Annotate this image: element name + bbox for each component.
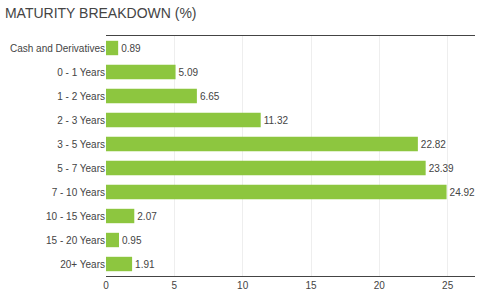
svg-text:0.95: 0.95 [122, 235, 142, 246]
svg-text:7 - 10 Years: 7 - 10 Years [52, 187, 105, 198]
svg-text:24.92: 24.92 [450, 187, 475, 198]
svg-text:3 - 5 Years: 3 - 5 Years [57, 139, 105, 150]
svg-text:Cash and Derivatives: Cash and Derivatives [10, 43, 105, 54]
svg-text:10 - 15 Years: 10 - 15 Years [46, 211, 105, 222]
svg-text:MATURITY BREAKDOWN (%): MATURITY BREAKDOWN (%) [5, 5, 197, 21]
svg-text:15 - 20 Years: 15 - 20 Years [46, 235, 105, 246]
svg-text:0.89: 0.89 [121, 43, 141, 54]
svg-text:5: 5 [172, 280, 178, 291]
svg-text:20+ Years: 20+ Years [60, 259, 105, 270]
svg-text:2 - 3 Years: 2 - 3 Years [57, 115, 105, 126]
svg-text:11.32: 11.32 [264, 115, 289, 126]
svg-text:0 - 1 Years: 0 - 1 Years [57, 67, 105, 78]
svg-text:25: 25 [442, 280, 454, 291]
svg-text:20: 20 [374, 280, 386, 291]
svg-text:6.65: 6.65 [200, 91, 220, 102]
svg-text:1 - 2 Years: 1 - 2 Years [57, 91, 105, 102]
svg-text:2.07: 2.07 [137, 211, 157, 222]
svg-text:1.91: 1.91 [135, 259, 155, 270]
svg-text:5.09: 5.09 [179, 67, 199, 78]
svg-text:0: 0 [103, 280, 109, 291]
svg-text:22.82: 22.82 [421, 139, 446, 150]
svg-text:15: 15 [305, 280, 317, 291]
svg-text:10: 10 [237, 280, 249, 291]
svg-text:23.39: 23.39 [429, 163, 454, 174]
svg-text:5 - 7 Years: 5 - 7 Years [57, 163, 105, 174]
